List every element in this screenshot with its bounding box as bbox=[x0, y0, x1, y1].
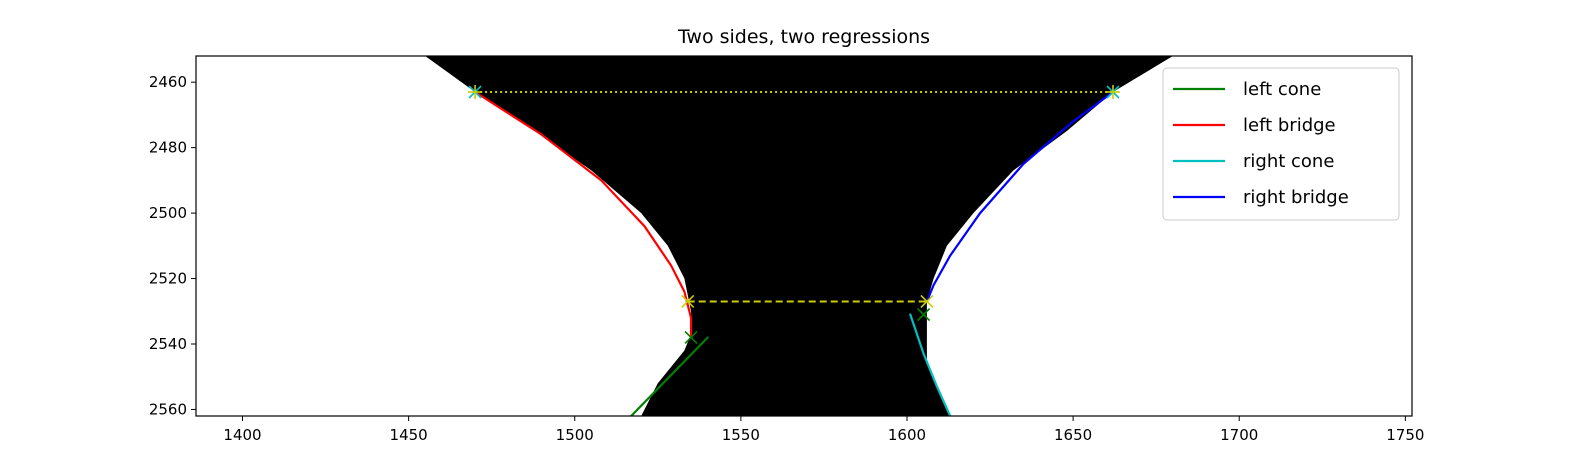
marker-plus-1 bbox=[468, 85, 483, 99]
markers-layer bbox=[468, 85, 1120, 345]
marker-x-7 bbox=[917, 307, 931, 322]
legend-box bbox=[1162, 67, 1400, 221]
y-tick-label: 2500 bbox=[149, 204, 187, 222]
y-tick-label: 2560 bbox=[149, 400, 187, 418]
legend-label: right bridge bbox=[1243, 187, 1349, 208]
bridge-region bbox=[425, 56, 1173, 416]
y-tick-label: 2460 bbox=[149, 73, 187, 91]
x-tick-label: 1450 bbox=[390, 426, 428, 444]
x-tick-label: 1600 bbox=[888, 426, 926, 444]
plot-frame bbox=[195, 55, 1413, 417]
y-tick-label: 2480 bbox=[149, 139, 187, 157]
series-line-left-bridge bbox=[474, 90, 693, 339]
x-tick-label: 1700 bbox=[1220, 426, 1258, 444]
marker-x-6 bbox=[684, 330, 698, 345]
y-tick-label: 2540 bbox=[149, 335, 187, 353]
series-line-left-cone bbox=[630, 336, 709, 416]
axes-ticks: 1400 1450 1500 1550 1600 1650 1700 1750 2460 2480… bbox=[149, 73, 1425, 444]
chart-title: Two sides, two regressions bbox=[677, 26, 930, 48]
series-layer bbox=[474, 90, 1115, 416]
legend-label: left bridge bbox=[1243, 115, 1336, 136]
series-line-right-bridge bbox=[925, 90, 1115, 303]
legend: left cone left bridge right cone right brid… bbox=[1162, 67, 1400, 221]
x-tick-label: 1400 bbox=[223, 426, 261, 444]
marker-x-4 bbox=[681, 294, 695, 309]
legend-label: right cone bbox=[1243, 151, 1334, 172]
marker-x-5 bbox=[920, 294, 934, 309]
series-line-right-cone bbox=[909, 313, 952, 416]
x-tick-label: 1550 bbox=[722, 426, 760, 444]
legend-label: left cone bbox=[1243, 79, 1321, 100]
mask-image bbox=[425, 56, 1173, 416]
x-tick-label: 1750 bbox=[1386, 426, 1424, 444]
x-tick-label: 1650 bbox=[1054, 426, 1092, 444]
marker-plus-3 bbox=[1105, 85, 1120, 99]
x-tick-label: 1500 bbox=[556, 426, 594, 444]
y-tick-label: 2520 bbox=[149, 270, 187, 288]
